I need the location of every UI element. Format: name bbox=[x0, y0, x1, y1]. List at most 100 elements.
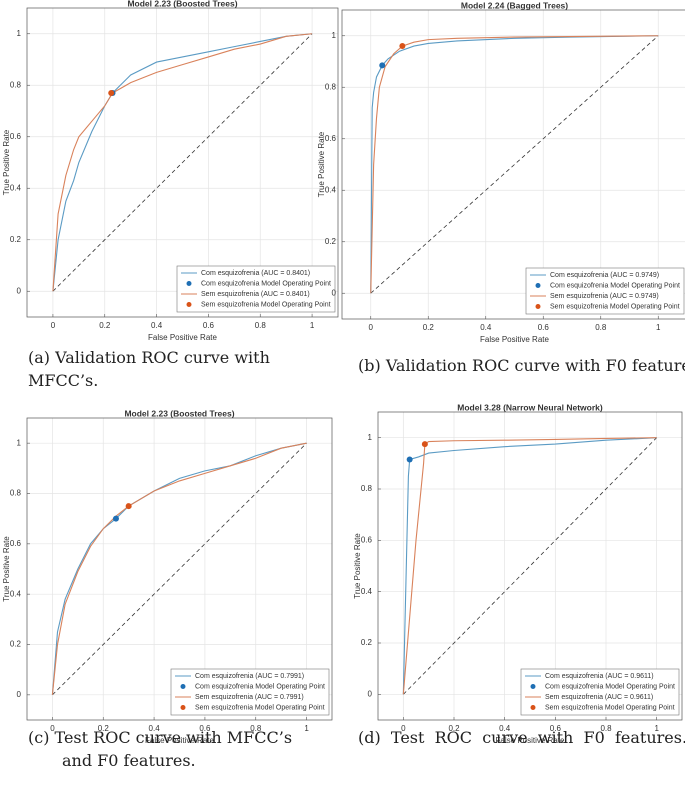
y-tick-label: 0.6 bbox=[325, 134, 337, 143]
y-tick-label: 0.2 bbox=[361, 638, 373, 647]
y-tick-label: 0 bbox=[368, 689, 373, 698]
legend-label: Sem esquizofrenia (AUC = 0.9749) bbox=[550, 293, 659, 300]
y-tick-label: 0.2 bbox=[10, 235, 22, 244]
operating-point bbox=[399, 43, 406, 50]
legend-label: Sem esquizofrenia Model Operating Point bbox=[545, 704, 675, 711]
legend-label: Com esquizofrenia (AUC = 0.9611) bbox=[545, 673, 654, 680]
x-tick-label: 1 bbox=[654, 724, 659, 733]
y-tick-label: 1 bbox=[17, 438, 22, 447]
roc-curve bbox=[52, 33, 313, 292]
operating-point bbox=[421, 441, 428, 448]
x-tick-label: 0.6 bbox=[550, 724, 562, 733]
caption: (a) Validation ROC curve with MFCC’s. bbox=[28, 348, 270, 390]
axes-box bbox=[341, 9, 685, 320]
legend-box bbox=[520, 668, 680, 716]
x-axis-label: False Positive Rate bbox=[496, 736, 565, 745]
x-tick-label: 0 bbox=[369, 323, 374, 332]
caption: (c) Test ROC curve with MFCC’s and F0 fe… bbox=[28, 728, 293, 770]
legend-label: Sem esquizofrenia (AUC = 0.7991) bbox=[195, 694, 304, 701]
x-tick-label: 0.2 bbox=[448, 724, 460, 733]
x-tick-label: 0 bbox=[51, 321, 56, 330]
legend-label: Sem esquizofrenia Model Operating Point bbox=[201, 301, 331, 308]
y-tick-label: 0 bbox=[17, 286, 22, 295]
x-tick-label: 0.6 bbox=[203, 321, 215, 330]
y-tick-label: 0 bbox=[17, 690, 22, 699]
axes-box bbox=[26, 417, 333, 721]
axes-box bbox=[26, 7, 339, 318]
legend-label: Com esquizofrenia (AUC = 0.8401) bbox=[201, 270, 310, 277]
x-tick-label: 0.2 bbox=[99, 321, 111, 330]
y-tick-label: 0.8 bbox=[10, 80, 22, 89]
legend-label: Sem esquizofrenia (AUC = 0.9611) bbox=[545, 694, 653, 701]
legend-swatch bbox=[530, 705, 536, 710]
operating-point bbox=[406, 456, 413, 463]
operating-point bbox=[112, 515, 119, 522]
legend-swatch bbox=[530, 684, 536, 689]
legend-label: Com esquizofrenia Model Operating Point bbox=[201, 280, 331, 287]
legend-label: Com esquizofrenia (AUC = 0.9749) bbox=[550, 272, 659, 279]
x-tick-label: 0.6 bbox=[538, 323, 550, 332]
y-tick-label: 0.2 bbox=[325, 237, 337, 246]
x-tick-label: 0.8 bbox=[255, 321, 267, 330]
y-tick-label: 1 bbox=[332, 31, 337, 40]
x-tick-label: 0.8 bbox=[600, 724, 612, 733]
roc-curve bbox=[402, 437, 657, 695]
chance-line bbox=[370, 35, 659, 294]
x-tick-label: 0.2 bbox=[423, 323, 435, 332]
y-tick-label: 0.4 bbox=[325, 185, 337, 194]
chance-line bbox=[52, 442, 307, 696]
x-tick-label: 0.8 bbox=[250, 724, 262, 733]
legend-swatch bbox=[535, 283, 541, 288]
roc-curve bbox=[370, 35, 659, 294]
y-tick-label: 0.2 bbox=[10, 640, 22, 649]
x-tick-label: 0.2 bbox=[98, 724, 110, 733]
legend-swatch bbox=[180, 684, 186, 689]
legend-swatch bbox=[186, 281, 192, 286]
x-axis-label: False Positive Rate bbox=[480, 335, 549, 344]
x-tick-label: 0 bbox=[401, 724, 406, 733]
y-tick-label: 0.8 bbox=[10, 489, 22, 498]
legend-label: Com esquizofrenia (AUC = 0.7991) bbox=[195, 673, 304, 680]
legend-box bbox=[170, 668, 330, 716]
roc-curve bbox=[402, 437, 657, 695]
y-tick-label: 1 bbox=[17, 29, 22, 38]
y-tick-label: 0.6 bbox=[361, 535, 373, 544]
x-tick-label: 1 bbox=[304, 724, 309, 733]
x-tick-label: 1 bbox=[310, 321, 315, 330]
y-axis-label: True Positive Rate bbox=[2, 536, 11, 602]
y-tick-label: 0.6 bbox=[10, 539, 22, 548]
legend-box bbox=[525, 267, 685, 315]
operating-point bbox=[379, 62, 386, 69]
y-tick-label: 0.8 bbox=[361, 484, 373, 493]
chart-title: Model 3.28 (Narrow Neural Network) bbox=[457, 402, 603, 412]
y-axis-label: True Positive Rate bbox=[317, 131, 326, 197]
legend-label: Com esquizofrenia Model Operating Point bbox=[550, 282, 680, 289]
legend-box bbox=[176, 265, 336, 313]
y-tick-label: 0.6 bbox=[10, 132, 22, 141]
roc-curve bbox=[52, 33, 313, 292]
legend-swatch bbox=[186, 302, 192, 307]
legend-swatch bbox=[535, 304, 541, 309]
x-tick-label: 0.8 bbox=[595, 323, 607, 332]
chart-title: Model 2.23 (Boosted Trees) bbox=[124, 408, 234, 418]
legend-label: Com esquizofrenia Model Operating Point bbox=[545, 683, 675, 690]
x-axis-label: False Positive Rate bbox=[145, 736, 214, 745]
x-tick-label: 0.4 bbox=[480, 323, 492, 332]
x-tick-label: 0.6 bbox=[199, 724, 211, 733]
y-tick-label: 0.4 bbox=[361, 587, 373, 596]
legend-swatch bbox=[180, 705, 186, 710]
y-tick-label: 0.4 bbox=[10, 589, 22, 598]
y-axis-label: True Positive Rate bbox=[353, 533, 362, 599]
caption: (d) Test ROC curve with F0 features. bbox=[358, 728, 685, 747]
operating-point bbox=[108, 89, 115, 96]
chart-title: Model 2.23 (Boosted Trees) bbox=[127, 0, 237, 8]
x-axis-label: False Positive Rate bbox=[148, 333, 217, 342]
axes-box bbox=[377, 411, 683, 721]
x-tick-label: 0.4 bbox=[149, 724, 161, 733]
y-tick-label: 1 bbox=[368, 433, 373, 442]
y-tick-label: 0.8 bbox=[325, 82, 337, 91]
y-axis-label: True Positive Rate bbox=[2, 129, 11, 195]
roc-curve bbox=[370, 35, 659, 294]
caption: (b) Validation ROC curve with F0 feature… bbox=[358, 356, 685, 375]
